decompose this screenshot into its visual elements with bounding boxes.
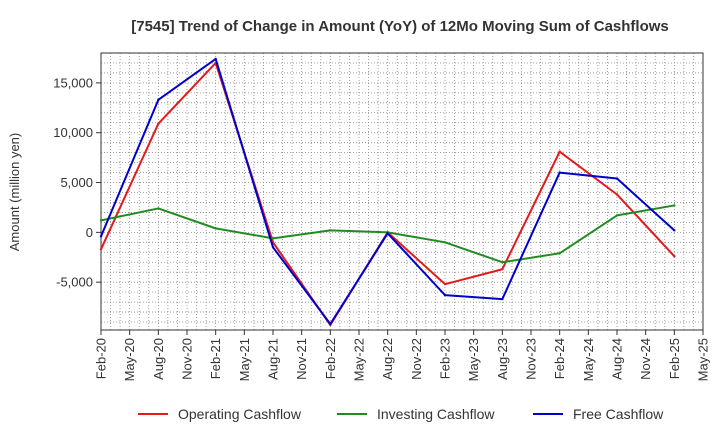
x-tick-label: May-24	[581, 338, 596, 381]
x-tick-label: May-23	[466, 338, 481, 381]
legend-label: Operating Cashflow	[178, 406, 302, 422]
y-tick-label: 0	[86, 225, 93, 240]
data-point	[501, 261, 504, 264]
x-tick-label: May-22	[352, 338, 367, 381]
x-tick-label: Nov-20	[180, 338, 195, 380]
data-point	[443, 293, 447, 297]
y-tick-label: -5,000	[56, 275, 93, 290]
data-point	[99, 248, 103, 251]
data-point	[271, 246, 275, 249]
x-tick-label: Aug-20	[151, 338, 166, 380]
chart-title: [7545] Trend of Change in Amount (YoY) o…	[131, 18, 669, 35]
x-tick-label: Feb-20	[94, 338, 109, 379]
data-point	[615, 193, 619, 196]
legend-label: Investing Cashflow	[377, 406, 495, 422]
x-tick-label: May-21	[237, 338, 252, 381]
data-point	[214, 57, 217, 61]
legend-label: Free Cashflow	[573, 406, 664, 422]
plot-area: -5,000 0 5,000 10,000 15,000 Feb-20 May-20 Aug-…	[53, 52, 711, 381]
data-point	[558, 171, 561, 174]
data-point	[501, 268, 504, 271]
x-tick-label: Nov-24	[638, 338, 653, 380]
y-tick-label: 10,000	[53, 125, 93, 140]
x-tick-label: Aug-24	[610, 338, 625, 380]
x-tick-label: Aug-21	[266, 338, 281, 380]
x-tick-label: Feb-24	[552, 338, 567, 379]
data-point	[214, 227, 217, 230]
x-tick-label: Aug-23	[495, 338, 510, 380]
x-tick-label: Feb-23	[438, 338, 453, 379]
data-point	[443, 241, 447, 244]
data-point	[386, 232, 389, 235]
data-point	[271, 237, 275, 240]
x-tick-label: Feb-22	[323, 338, 338, 379]
x-tick-label: Nov-21	[294, 338, 309, 380]
y-axis-label: Amount (million yen)	[7, 133, 22, 252]
data-point	[443, 282, 447, 286]
data-point	[99, 235, 103, 238]
data-point	[99, 219, 103, 222]
data-point	[157, 98, 160, 102]
data-point	[673, 204, 676, 207]
data-point	[157, 207, 160, 210]
data-point	[615, 214, 619, 217]
data-point	[673, 229, 676, 232]
data-point	[673, 255, 676, 258]
x-tick-label: Feb-25	[667, 338, 682, 379]
data-point	[501, 297, 504, 301]
x-tick-label: May-20	[122, 338, 137, 381]
y-tick-label: 5,000	[60, 175, 93, 190]
data-point	[329, 229, 332, 232]
x-tick-label: Nov-23	[524, 338, 539, 380]
x-tick-label: May-25	[696, 338, 711, 381]
data-point	[558, 252, 561, 255]
x-tick-label: Nov-22	[409, 338, 424, 380]
x-tick-label: Aug-22	[380, 338, 395, 380]
data-point	[329, 322, 332, 326]
x-tick-label: Feb-21	[208, 338, 223, 379]
legend: Operating Cashflow Investing Cashflow Free…	[138, 406, 664, 422]
data-point	[157, 122, 160, 125]
data-point	[558, 150, 561, 153]
plot-frame	[100, 52, 704, 331]
data-point	[615, 177, 619, 180]
plot-background	[101, 53, 703, 330]
y-tick-label: 15,000	[53, 75, 93, 90]
